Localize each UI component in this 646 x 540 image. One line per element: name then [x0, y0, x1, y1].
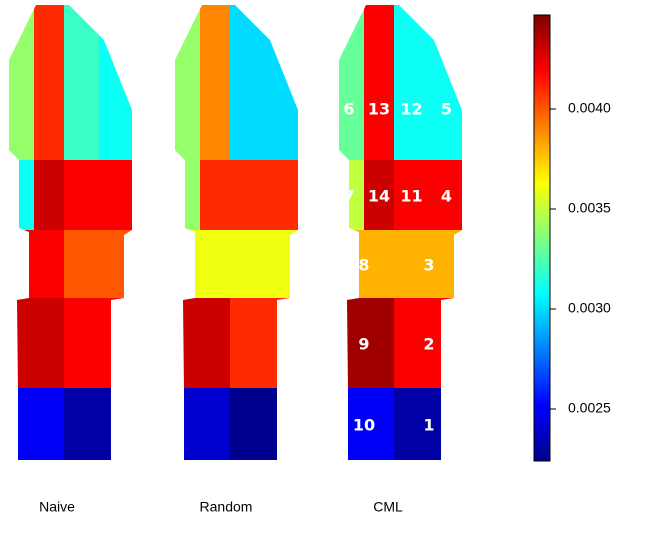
- colorbar-tick-label: 0.0030: [568, 300, 611, 316]
- foot-panel: [175, 5, 298, 460]
- region-cell: [175, 5, 200, 160]
- region-label: 10: [353, 416, 375, 435]
- region-cell: [9, 388, 64, 460]
- region-cell: [64, 5, 99, 160]
- region-label: 6: [343, 100, 354, 119]
- region-cell: [230, 230, 298, 298]
- region-cell: [429, 160, 462, 230]
- region-cell: [230, 388, 298, 460]
- region-cell: [230, 298, 298, 388]
- region-cell: [9, 160, 34, 230]
- region-cell: [9, 230, 64, 298]
- region-label: 12: [400, 100, 422, 119]
- region-label: 14: [368, 187, 390, 206]
- region-cell: [265, 5, 298, 160]
- region-cell: [175, 230, 230, 298]
- foot-panel: [9, 5, 132, 460]
- region-label: 11: [400, 187, 422, 206]
- region-cell: [339, 388, 394, 460]
- region-cell: [364, 5, 394, 160]
- region-label: 4: [441, 187, 452, 206]
- region-cell: [394, 160, 429, 230]
- region-cell: [34, 5, 64, 160]
- region-cell: [230, 160, 265, 230]
- region-cell: [9, 5, 34, 160]
- region-cell: [230, 5, 265, 160]
- region-cell: [364, 160, 394, 230]
- foot-panel: [339, 5, 462, 460]
- region-label: 1: [423, 416, 434, 435]
- panel-caption: CML: [373, 499, 403, 515]
- region-cell: [34, 160, 64, 230]
- panel-caption: Naive: [39, 499, 75, 515]
- region-cell: [339, 5, 364, 160]
- region-cell: [175, 160, 200, 230]
- region-cell: [64, 388, 132, 460]
- region-label: 7: [343, 187, 354, 206]
- region-cell: [64, 160, 99, 230]
- region-cell: [200, 160, 230, 230]
- region-cell: [9, 298, 64, 388]
- region-label: 3: [423, 256, 434, 275]
- region-cell: [99, 160, 132, 230]
- region-label: 5: [441, 100, 452, 119]
- colorbar: [533, 14, 551, 462]
- region-cell: [64, 230, 132, 298]
- region-cell: [64, 298, 132, 388]
- region-label: 8: [358, 256, 369, 275]
- region-cell: [429, 5, 462, 160]
- region-label: 2: [423, 335, 434, 354]
- panel-caption: Random: [200, 499, 253, 515]
- region-cell: [200, 5, 230, 160]
- region-cell: [394, 230, 462, 298]
- region-label: 9: [358, 335, 369, 354]
- region-cell: [265, 160, 298, 230]
- colorbar-tick-label: 0.0040: [568, 100, 611, 116]
- region-cell: [99, 5, 132, 160]
- region-cell: [339, 298, 394, 388]
- region-cell: [394, 5, 429, 160]
- region-cell: [175, 388, 230, 460]
- colorbar-tick-label: 0.0035: [568, 200, 611, 216]
- region-label: 13: [368, 100, 390, 119]
- colorbar-tick-label: 0.0025: [568, 400, 611, 416]
- region-cell: [175, 298, 230, 388]
